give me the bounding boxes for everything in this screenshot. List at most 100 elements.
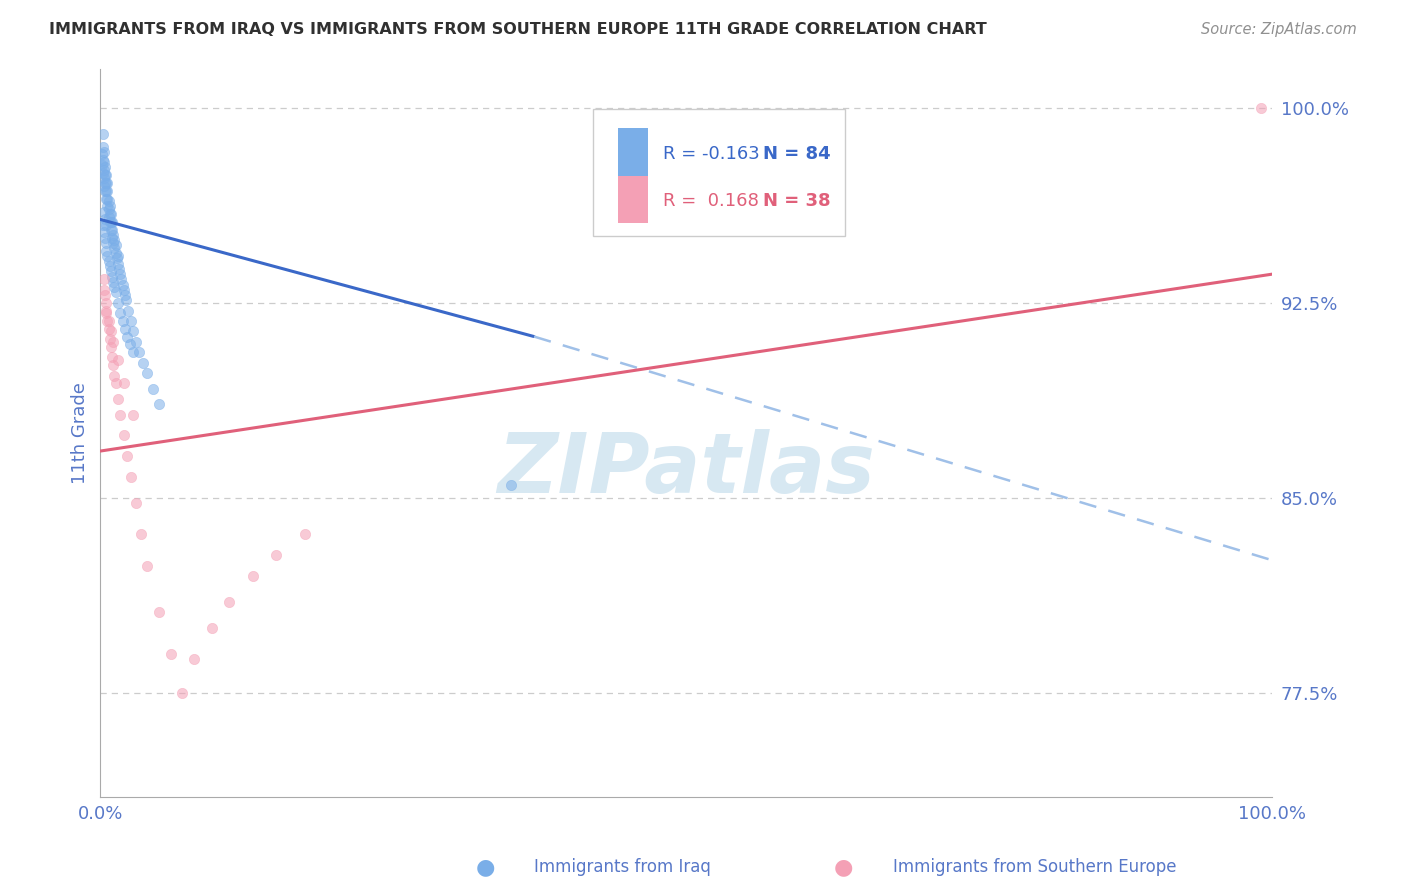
Point [100,264,122,278]
Point [117,329,139,343]
Point [107,249,129,263]
Point [93,145,115,159]
Point [264,548,287,562]
Point [100,215,122,229]
Point [100,223,122,237]
Text: Immigrants from Southern Europe: Immigrants from Southern Europe [893,858,1177,876]
Point [94,230,117,244]
Y-axis label: 11th Grade: 11th Grade [72,382,89,483]
Text: Immigrants from Iraq: Immigrants from Iraq [534,858,711,876]
Text: R = -0.163: R = -0.163 [664,145,759,162]
Point [96,303,118,318]
Point [91,218,114,232]
Point [90,147,112,161]
Point [96,314,118,328]
Point [91,139,114,153]
FancyBboxPatch shape [593,109,845,236]
Point [96,218,118,232]
Point [94,176,117,190]
Point [107,353,129,368]
Point [131,355,153,369]
Point [96,184,118,198]
Point [104,376,127,391]
Point [96,199,118,213]
Point [100,340,122,354]
Point [136,558,159,573]
Point [117,303,139,318]
Point [98,332,121,346]
Point [183,652,205,666]
Point [100,324,122,338]
Point [103,358,125,372]
Point [120,314,142,328]
Point [294,527,316,541]
Point [104,238,127,252]
Point [94,288,117,302]
Point [97,254,120,268]
Point [96,184,118,198]
Point [96,306,118,320]
Point [117,449,139,463]
Point [103,235,125,250]
Point [103,275,125,289]
Point [122,345,145,359]
Point [93,163,115,178]
FancyBboxPatch shape [619,176,648,223]
Point [218,595,240,609]
Point [103,228,125,243]
Point [104,246,127,260]
Point [114,288,136,302]
Point [96,192,118,206]
Point [105,252,128,266]
Point [101,230,124,244]
Text: ●: ● [834,857,853,877]
Point [103,280,125,294]
Point [201,621,224,635]
Point [98,260,121,274]
FancyBboxPatch shape [619,128,648,176]
Point [94,168,117,182]
Point [107,295,129,310]
Point [94,212,117,227]
Point [91,166,114,180]
Point [172,686,194,700]
Point [98,207,121,221]
Point [96,168,118,182]
Point [93,283,115,297]
Point [93,272,115,286]
Point [142,382,165,396]
Point [110,408,132,422]
Point [112,283,135,297]
Point [131,527,153,541]
Point [112,376,135,391]
Point [107,257,129,271]
Point [96,295,118,310]
Point [91,153,114,167]
Point [96,244,118,258]
Point [122,324,145,338]
Point [104,285,127,300]
Point [107,392,129,406]
Point [97,314,120,328]
Point [94,184,117,198]
Point [108,261,131,276]
Point [101,269,124,284]
Point [96,176,118,190]
Point [96,192,118,206]
Point [159,647,181,661]
Point [110,267,132,281]
Point [103,368,125,383]
Point [94,161,117,175]
Point [103,334,125,349]
Point [122,408,145,422]
Point [98,199,121,213]
Point [90,158,112,172]
Point [96,176,118,190]
Text: Source: ZipAtlas.com: Source: ZipAtlas.com [1201,22,1357,37]
Point [1250,101,1272,115]
Text: R =  0.168: R = 0.168 [664,192,759,211]
Point [120,470,142,484]
Text: N = 84: N = 84 [762,145,830,162]
Point [101,215,124,229]
Point [96,249,118,263]
